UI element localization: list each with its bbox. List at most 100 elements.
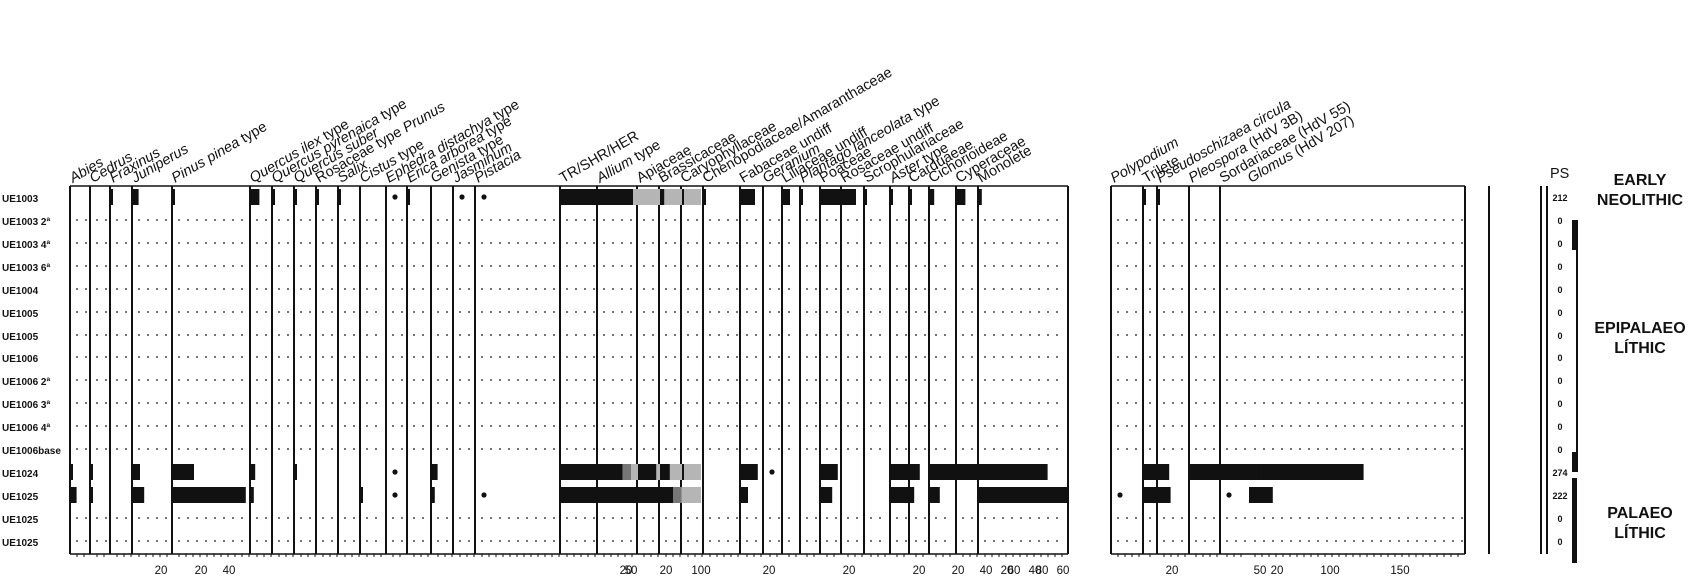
no-data-dot	[187, 425, 189, 427]
no-data-dot	[630, 448, 632, 450]
no-data-dot	[603, 448, 605, 450]
no-data-dot	[1172, 356, 1174, 358]
no-data-dot	[1056, 311, 1058, 313]
no-data-dot	[755, 334, 757, 336]
no-data-dot	[1299, 242, 1301, 244]
no-data-dot	[630, 379, 632, 381]
data-point-trace	[481, 492, 487, 498]
no-data-dot	[806, 311, 808, 313]
no-data-dot	[76, 265, 78, 267]
no-data-dot	[1195, 425, 1197, 427]
no-data-dot	[915, 379, 917, 381]
no-data-dot	[1047, 379, 1049, 381]
no-data-dot	[621, 425, 623, 427]
ps-value: 0	[1557, 216, 1562, 226]
no-data-dot	[665, 448, 667, 450]
no-data-dot	[944, 425, 946, 427]
no-data-dot	[696, 219, 698, 221]
no-data-dot	[896, 379, 898, 381]
no-data-dot	[1281, 288, 1283, 290]
sample-label: UE1006 3ª	[2, 400, 50, 411]
ps-value: 212	[1552, 193, 1567, 203]
no-data-dot	[1047, 242, 1049, 244]
no-data-dot	[905, 219, 907, 221]
no-data-dot	[1335, 242, 1337, 244]
no-data-dot	[905, 425, 907, 427]
no-data-dot	[603, 356, 605, 358]
no-data-dot	[353, 334, 355, 336]
no-data-dot	[593, 219, 595, 221]
no-data-dot	[401, 448, 403, 450]
no-data-dot	[603, 265, 605, 267]
no-data-dot	[1254, 402, 1256, 404]
data-bar	[1190, 464, 1364, 480]
no-data-dot	[612, 425, 614, 427]
tick-label: 150	[1390, 565, 1409, 577]
no-data-dot	[1371, 265, 1373, 267]
no-data-dot	[468, 540, 470, 542]
no-data-dot	[1452, 265, 1454, 267]
no-data-dot	[1380, 379, 1382, 381]
no-data-dot	[490, 448, 492, 450]
ps-value: 274	[1552, 468, 1567, 478]
data-bar-tree	[561, 487, 673, 503]
no-data-dot	[1272, 265, 1274, 267]
no-data-dot	[1272, 540, 1274, 542]
no-data-dot	[915, 242, 917, 244]
no-data-dot	[1172, 448, 1174, 450]
no-data-dot	[962, 540, 964, 542]
no-data-dot	[413, 242, 415, 244]
no-data-dot	[1308, 517, 1310, 519]
no-data-dot	[962, 448, 964, 450]
no-data-dot	[413, 540, 415, 542]
no-data-dot	[205, 334, 207, 336]
no-data-dot	[621, 517, 623, 519]
no-data-dot	[1317, 402, 1319, 404]
no-data-dot	[196, 540, 198, 542]
no-data-dot	[1195, 265, 1197, 267]
no-data-dot	[553, 334, 555, 336]
no-data-dot	[1452, 448, 1454, 450]
no-data-dot	[205, 540, 207, 542]
no-data-dot	[755, 288, 757, 290]
no-data-dot	[718, 448, 720, 450]
no-data-dot	[806, 356, 808, 358]
no-data-dot	[1038, 288, 1040, 290]
no-data-dot	[1195, 311, 1197, 313]
no-data-dot	[1407, 517, 1409, 519]
no-data-dot	[205, 402, 207, 404]
no-data-dot	[165, 334, 167, 336]
no-data-dot	[468, 402, 470, 404]
no-data-dot	[178, 540, 180, 542]
no-data-dot	[1263, 311, 1265, 313]
no-data-dot	[870, 402, 872, 404]
no-data-dot	[517, 242, 519, 244]
no-data-dot	[575, 517, 577, 519]
no-data-dot	[621, 288, 623, 290]
tick-label: 20	[660, 565, 673, 577]
no-data-dot	[309, 334, 311, 336]
no-data-dot	[344, 219, 346, 221]
data-bar	[1158, 487, 1170, 503]
no-data-dot	[835, 311, 837, 313]
no-data-dot	[879, 219, 881, 221]
no-data-dot	[96, 288, 98, 290]
no-data-dot	[971, 311, 973, 313]
no-data-dot	[232, 379, 234, 381]
no-data-dot	[905, 356, 907, 358]
no-data-dot	[1056, 242, 1058, 244]
no-data-dot	[1204, 288, 1206, 290]
no-data-dot	[366, 517, 368, 519]
no-data-dot	[1335, 288, 1337, 290]
no-data-dot	[544, 242, 546, 244]
data-bar	[979, 189, 982, 205]
no-data-dot	[1434, 265, 1436, 267]
no-data-dot	[553, 379, 555, 381]
no-data-dot	[544, 311, 546, 313]
no-data-dot	[1195, 242, 1197, 244]
no-data-dot	[1335, 540, 1337, 542]
no-data-dot	[165, 242, 167, 244]
no-data-dot	[709, 379, 711, 381]
no-data-dot	[1371, 425, 1373, 427]
no-data-dot	[984, 540, 986, 542]
